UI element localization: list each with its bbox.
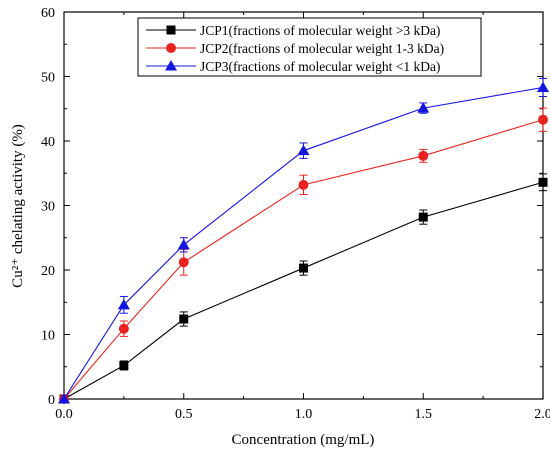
y-axis-title: Cu²⁺ chelating activity (%)	[10, 124, 26, 288]
data-point	[299, 263, 308, 273]
y-tick-label: 10	[41, 329, 55, 344]
x-tick-label: 2.0	[534, 407, 550, 422]
data-point	[418, 212, 428, 222]
data-point	[179, 314, 189, 324]
y-tick-label: 20	[41, 264, 55, 279]
series-line	[63, 181, 544, 400]
data-point	[177, 238, 190, 250]
data-point	[117, 298, 130, 310]
x-tick-label: 0.5	[175, 407, 193, 422]
legend-label: JCP3(fractions of molecular weight <1 kD…	[200, 59, 440, 74]
data-point	[418, 150, 429, 161]
x-tick-label: 0.0	[55, 407, 73, 422]
legend: JCP1(fractions of molecular weight >3 kD…	[137, 17, 482, 77]
data-point	[417, 102, 430, 113]
y-tick-label: 60	[41, 6, 55, 21]
y-tick-label: 0	[48, 393, 55, 408]
series-2	[59, 107, 548, 404]
legend-marker	[166, 43, 176, 53]
x-tick-label: 1.5	[415, 407, 433, 422]
x-axis-title: Concentration (mg/mL)	[232, 432, 375, 448]
y-tick-label: 40	[41, 135, 55, 150]
legend-marker	[166, 25, 176, 35]
series-line	[63, 86, 544, 400]
y-tick-label: 30	[41, 200, 55, 215]
legend-marker	[165, 60, 177, 71]
data-point	[537, 81, 549, 92]
data-point	[58, 393, 70, 404]
data-point	[298, 179, 309, 190]
series-3	[58, 77, 549, 404]
legend-label: JCP1(fractions of molecular weight >3 kD…	[200, 23, 440, 38]
x-tick-label: 1.0	[295, 407, 313, 422]
series-layer	[58, 77, 549, 404]
series-line	[63, 119, 544, 400]
data-point	[538, 114, 548, 125]
data-point	[118, 323, 129, 334]
data-point	[119, 360, 129, 370]
axes: 0.0 0.5 1.0 1.5 2.0 0 10 20 30 40 50 60	[41, 6, 550, 422]
series-1	[59, 173, 548, 404]
data-point	[178, 257, 189, 268]
data-point	[538, 177, 548, 187]
legend-label: JCP2(fractions of molecular weight 1-3 k…	[200, 41, 444, 56]
y-tick-label: 50	[41, 71, 55, 86]
data-point	[297, 144, 310, 156]
